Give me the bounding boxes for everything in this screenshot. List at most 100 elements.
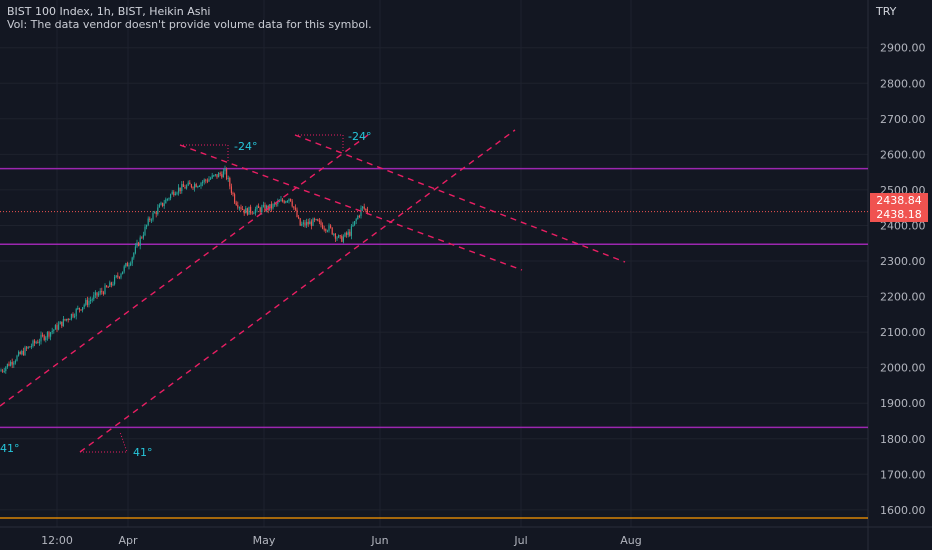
candle-body [178,187,180,193]
candle-body [230,186,232,193]
candle-body [70,313,72,320]
candle-body [203,179,205,182]
candle-body [5,367,7,372]
candle-body [102,292,104,295]
candle-body [315,219,317,221]
y-tick-label: 1600.00 [880,504,926,517]
candle-body [291,201,293,207]
candle-body [128,265,130,267]
trend-line [79,129,516,453]
candle-body [147,218,149,225]
candle-body [27,346,29,349]
candle-body [43,335,45,340]
candle-body [112,284,114,286]
candle-body [306,221,308,226]
candle-body [123,266,125,272]
candle-body [6,363,8,368]
candle-body [163,203,165,207]
angle-marker [180,144,229,162]
candle-body [274,203,276,205]
candle-body [155,212,157,215]
candle-body [85,299,87,305]
y-tick-label: 2600.00 [880,148,926,161]
price-badge-lower [870,207,928,222]
y-tick-label: 2900.00 [880,42,926,55]
candle-body [88,300,90,305]
price-badge-upper-text: 2438.84 [876,194,922,207]
candle-body [51,330,53,333]
trend-lines[interactable] [0,129,626,453]
candle-body [320,221,322,225]
candle-body [24,347,26,356]
candle-body [333,233,335,235]
candle-body [10,361,12,366]
candle-body [130,263,132,266]
chart-title: BIST 100 Index, 1h, BIST, Heikin Ashi [7,5,211,18]
candle-body [202,181,204,184]
candle-body [246,208,248,215]
candle-body [334,233,336,239]
candle-body [192,187,194,189]
candle-body [245,208,247,214]
candle-body [326,230,328,232]
candle-body [54,325,56,330]
candle-body [286,200,288,202]
x-tick-label: 12:00 [41,534,73,547]
time-axis[interactable]: 12:00 Apr May Jun Jul Aug [41,534,642,547]
candle-body [171,191,173,195]
candle-body [309,221,311,225]
volume-note: Vol: The data vendor doesn't provide vol… [7,18,372,31]
candle-body [75,309,77,317]
candle-body [226,168,228,179]
candle-body [341,235,343,242]
x-tick-label: Apr [118,534,138,547]
price-axis[interactable]: 1600.00 1700.00 1800.00 1900.00 2000.00 2100.… [880,42,926,517]
candle-body [94,292,96,296]
candle-body [342,236,344,242]
candle-body [211,175,213,179]
candle-body [114,276,116,285]
candle-body [298,216,300,219]
candle-body [59,321,61,325]
candle-body [213,175,215,177]
candle-body [304,222,306,226]
candle-body [64,318,66,321]
candle-body [314,218,316,220]
candle-body [34,340,36,344]
candle-body [296,209,298,217]
candle-body [270,204,272,209]
x-tick-label: Jul [513,534,527,547]
candle-body [266,205,268,211]
candle-body [242,208,244,210]
candle-body [302,222,304,224]
candle-body [146,224,148,227]
candle-body [283,201,285,203]
candle-body [53,329,55,331]
candle-body [21,350,23,355]
angle-label: 41° [0,442,20,455]
candle-body [90,300,92,302]
candle-body [254,209,256,214]
candle-body [2,370,4,372]
angle-marker [295,134,344,152]
candle-body [11,361,13,365]
candle-body [0,370,2,372]
candle-body [328,225,330,231]
candle-body [168,198,170,200]
candle-body [275,203,277,205]
candle-body [206,180,208,182]
candle-body [222,171,224,178]
candle-body [181,184,183,192]
candle-body [331,227,333,235]
candle-body [363,206,365,209]
price-badge-upper [870,193,928,208]
candle-body [317,219,319,221]
candle-body [325,229,327,231]
candle-body [134,246,136,253]
currency-label[interactable]: TRY [876,5,897,18]
horizontal-levels[interactable] [0,167,868,519]
candle-body [278,201,280,203]
candle-body [173,191,175,196]
angle-label: 41° [133,446,153,459]
